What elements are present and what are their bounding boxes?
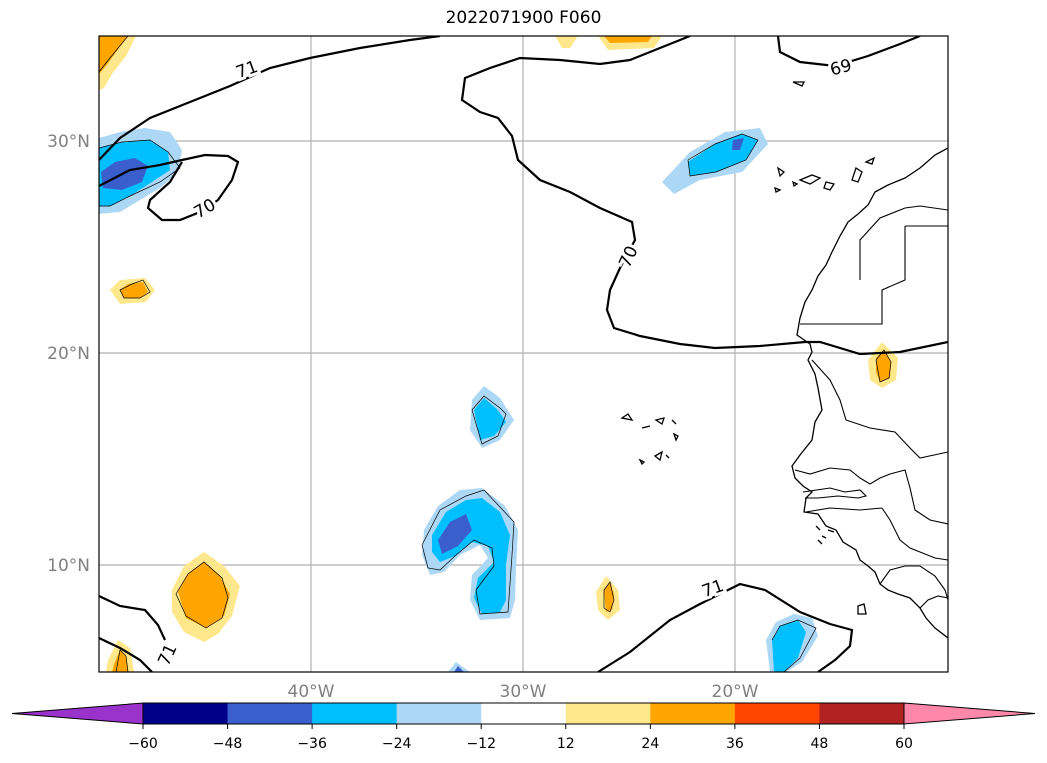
- mauritania-mali-border: [811, 359, 948, 459]
- colorbar-frame: [142, 702, 905, 725]
- contour-71-sw: [99, 595, 166, 641]
- colorbar-segment: [650, 703, 736, 724]
- colorbar-extend-max: [903, 702, 1036, 725]
- sierra-leone-border: [879, 565, 948, 601]
- negative-anomaly-se: [772, 620, 806, 672]
- thin-contour-nw: [99, 139, 181, 207]
- anomaly-shading: [99, 36, 898, 672]
- colorbar-ticks: −60 −48 −36 −24 −12 12 24 36 48 60: [128, 724, 913, 752]
- cape-verde-islands: [620, 413, 679, 466]
- coast-islands-south: [857, 603, 867, 615]
- positive-anomaly-23n: [120, 282, 148, 298]
- graticule-labels: 30°N 20°N 10°N 40°W 30°W 20°W: [47, 132, 759, 702]
- negative-anomaly-10n-core: [438, 514, 472, 554]
- colorbar-segment: [565, 703, 651, 724]
- lon-label-40w: 40°W: [288, 682, 335, 702]
- colorbar-tick-label: −36: [297, 736, 327, 752]
- positive-anomaly-top-center: [604, 36, 652, 43]
- colorbar-tick-label: −60: [128, 736, 158, 752]
- liberia-border: [919, 595, 948, 609]
- positive-anomaly-sw: [178, 562, 230, 628]
- country-borders: [794, 205, 948, 609]
- thin-contour-23n: [119, 279, 151, 299]
- senegal-border: [794, 467, 948, 525]
- colorbar-tick-label: 48: [811, 736, 829, 752]
- anomaly-contours: [99, 36, 892, 672]
- contour-70-central: [460, 36, 948, 356]
- lon-label-20w: 20°W: [712, 682, 759, 702]
- colorbar-tick-label: 60: [895, 736, 913, 752]
- colorbar-tick-label: 24: [641, 736, 659, 752]
- contour-71-south: [597, 582, 854, 672]
- map-area: 71 69 70 70 71 71: [99, 36, 948, 672]
- canary-islands: [774, 156, 876, 193]
- plot-title: 2022071900 F060: [445, 8, 602, 28]
- thin-contour-bottom-left: [115, 649, 129, 672]
- contour-71-sw-lower: [99, 637, 153, 672]
- thin-contour-ne: [687, 133, 759, 177]
- positive-anomaly-nw-corner: [99, 36, 128, 74]
- positive-anomaly-bottom-left: [112, 650, 128, 672]
- positive-anomaly-east-20n: [876, 350, 891, 382]
- lat-label-20n: 20°N: [47, 344, 90, 364]
- map-frame: [98, 35, 949, 673]
- colorbar-extend-min: [11, 702, 144, 725]
- madeira-islands: [792, 81, 806, 87]
- colorbar: −60 −48 −36 −24 −12 12 24 36 48 60: [11, 702, 1036, 752]
- thin-contour-se: [771, 619, 817, 672]
- thin-contour-8n: [603, 581, 615, 613]
- colorbar-tick-label: 36: [726, 736, 744, 752]
- graticule: [99, 36, 948, 672]
- western-sahara-border: [800, 226, 906, 325]
- thin-contour-sw: [175, 561, 229, 629]
- thin-contour-nw-corner: [99, 36, 129, 73]
- contour-71-north: [99, 36, 441, 161]
- gambia-border: [802, 487, 868, 499]
- colorbar-segment: [734, 703, 820, 724]
- colorbar-tick-label: 12: [557, 736, 575, 752]
- lat-label-30n: 30°N: [47, 132, 90, 152]
- colorbar-segments: [11, 702, 1036, 725]
- geopotential-contours: [99, 36, 948, 672]
- colorbar-tick-label: −12: [466, 736, 496, 752]
- colorbar-tick-label: −48: [213, 736, 243, 752]
- colorbar-segment: [227, 703, 313, 724]
- colorbar-segment: [396, 703, 482, 724]
- mauritania-border: [859, 205, 948, 280]
- guinea-border: [881, 507, 948, 561]
- contour-69-ne: [776, 36, 921, 68]
- bijagos-islands: [815, 525, 835, 545]
- colorbar-segment: [143, 703, 229, 724]
- colorbar-segment: [481, 703, 567, 724]
- colorbar-segment: [819, 703, 905, 724]
- negative-anomaly-bottom-small-core: [454, 666, 464, 672]
- positive-anomaly-top-small: [555, 36, 578, 48]
- negative-anomaly-ne-core: [732, 138, 744, 150]
- thin-contour-10n: [421, 489, 515, 615]
- contour-70-west-loop: [99, 153, 240, 222]
- negative-anomaly-17n: [474, 398, 506, 440]
- colorbar-segment: [312, 703, 398, 724]
- guinea-bissau-border: [805, 507, 883, 513]
- africa-coastline: [791, 147, 948, 639]
- thin-contour-17n: [471, 395, 507, 445]
- coastlines: [620, 81, 948, 639]
- thin-contour-east-20n: [875, 349, 892, 383]
- colorbar-tick-label: −24: [382, 736, 412, 752]
- lon-label-30w: 30°W: [500, 682, 547, 702]
- lat-label-10n: 10°N: [47, 556, 90, 576]
